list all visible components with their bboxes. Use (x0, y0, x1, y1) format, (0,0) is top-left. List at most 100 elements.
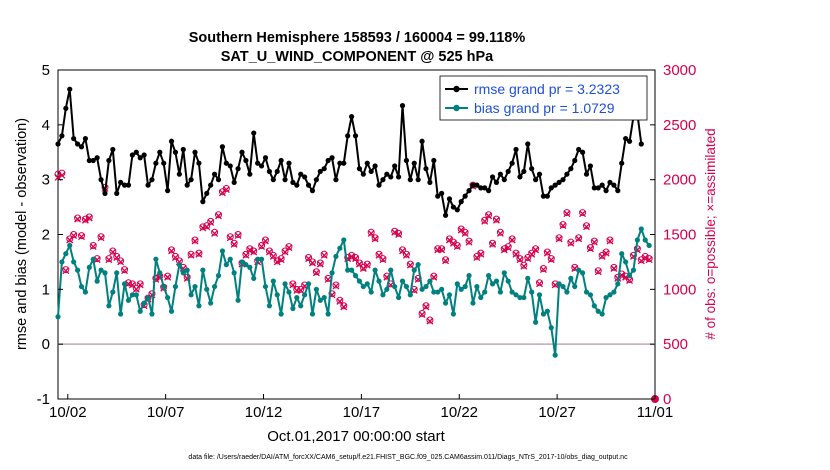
bias-point (501, 270, 507, 276)
obs-assimilated-marker (532, 246, 540, 254)
obs-assimilated-marker (222, 186, 230, 193)
rmse-point (454, 207, 460, 213)
bias-point (329, 270, 335, 276)
obs-assimilated-marker (559, 222, 567, 230)
obs-possible-marker (207, 217, 215, 225)
bias-point (67, 242, 73, 249)
obs-possible-marker (113, 252, 121, 260)
obs-possible-marker (265, 247, 273, 255)
rmse-point (623, 135, 629, 142)
obs-assimilated-marker (590, 238, 598, 246)
obs-possible-marker (234, 231, 242, 238)
rmse-point (341, 160, 347, 166)
rmse-point (435, 193, 441, 199)
obs-assimilated-marker (136, 281, 144, 289)
obs-assimilated-marker (62, 267, 70, 275)
rmse-point (211, 171, 218, 177)
obs-assimilated-marker (555, 235, 563, 243)
rmse-point (513, 146, 519, 153)
rmse-point (403, 157, 410, 164)
rmse-point (352, 133, 359, 139)
bias-point (219, 248, 226, 254)
footnote: data file: /Users/raeder/DAI/ATM_forcXX/… (188, 454, 628, 461)
rmse-point (208, 182, 214, 188)
bias-point (184, 267, 190, 273)
right-axis-label: # of obs: o=possible; ×=assimilated (703, 128, 718, 339)
rmse-point (611, 182, 617, 188)
right-tick-label: 2000 (663, 172, 696, 189)
bias-point (486, 273, 492, 279)
rmse-point (235, 166, 241, 172)
obs-assimilated-marker (85, 214, 93, 222)
obs-assimilated-marker (438, 246, 446, 254)
obs-possible-marker (508, 235, 516, 243)
obs-possible-marker (543, 248, 551, 256)
rmse-point (568, 166, 574, 172)
rmse-point (478, 185, 484, 191)
obs-assimilated-marker (363, 261, 371, 269)
obs-possible-marker (246, 245, 254, 253)
rmse-point (231, 179, 237, 186)
bias-point (466, 273, 472, 279)
rmse-point (255, 160, 261, 166)
obs-possible-marker (402, 250, 410, 258)
rmse-point (599, 182, 605, 188)
obs-assimilated-marker (602, 249, 610, 257)
bias-point (176, 262, 182, 268)
bias-point (200, 267, 206, 273)
obs-possible-marker (211, 228, 219, 236)
obs-assimilated-marker (575, 235, 583, 243)
obs-possible-marker (348, 251, 356, 259)
obs-assimilated-marker (626, 277, 634, 285)
obs-possible-marker (504, 243, 512, 251)
obs-possible-marker (355, 259, 363, 267)
rmse-point (525, 141, 531, 147)
bias-point (368, 289, 374, 295)
bias-point (388, 267, 394, 273)
rmse-point (626, 138, 633, 144)
bias-point (106, 303, 112, 309)
bias-point (317, 297, 323, 303)
rmse-point (172, 149, 179, 155)
rmse-point (145, 182, 151, 188)
obs-possible-marker (563, 209, 571, 217)
rmse-point (227, 163, 233, 169)
bias-point (482, 289, 488, 295)
x-tick-label: 10/17 (343, 404, 381, 421)
obs-assimilated-marker (332, 282, 340, 290)
bias-point (59, 259, 65, 265)
obs-possible-marker (117, 257, 125, 265)
obs-possible-marker (269, 251, 277, 259)
bias-point (168, 308, 175, 314)
rmse-point (309, 188, 316, 194)
bias-point (372, 267, 378, 273)
rmse-point (517, 174, 523, 180)
bias-point (227, 256, 233, 262)
rmse-point (63, 105, 69, 111)
bias-point (356, 278, 363, 284)
legend-rmse-label: rmse grand pr = 3.2323 (474, 81, 620, 97)
obs-possible-marker (289, 280, 297, 288)
bias-point (255, 256, 261, 262)
obs-possible-marker (97, 233, 105, 241)
bias-point (587, 292, 594, 298)
rmse-point (380, 177, 386, 183)
bias-point (419, 286, 425, 292)
obs-assimilated-marker (289, 281, 297, 289)
bias-point (619, 251, 625, 257)
obs-assimilated-marker (586, 245, 594, 253)
rmse-point (591, 185, 597, 191)
bias-point (286, 289, 292, 295)
rmse-point (129, 152, 135, 158)
bias-point (564, 289, 570, 295)
obs-assimilated-marker (109, 248, 117, 256)
rmse-point (431, 157, 437, 164)
obs-assimilated-marker (336, 297, 344, 305)
rmse-point (192, 149, 198, 155)
bias-point (505, 278, 511, 284)
rmse-point (325, 157, 331, 164)
obs-assimilated-marker (563, 210, 571, 218)
bias-point (435, 289, 441, 295)
obs-assimilated-marker (258, 243, 266, 251)
bias-point (646, 242, 652, 249)
